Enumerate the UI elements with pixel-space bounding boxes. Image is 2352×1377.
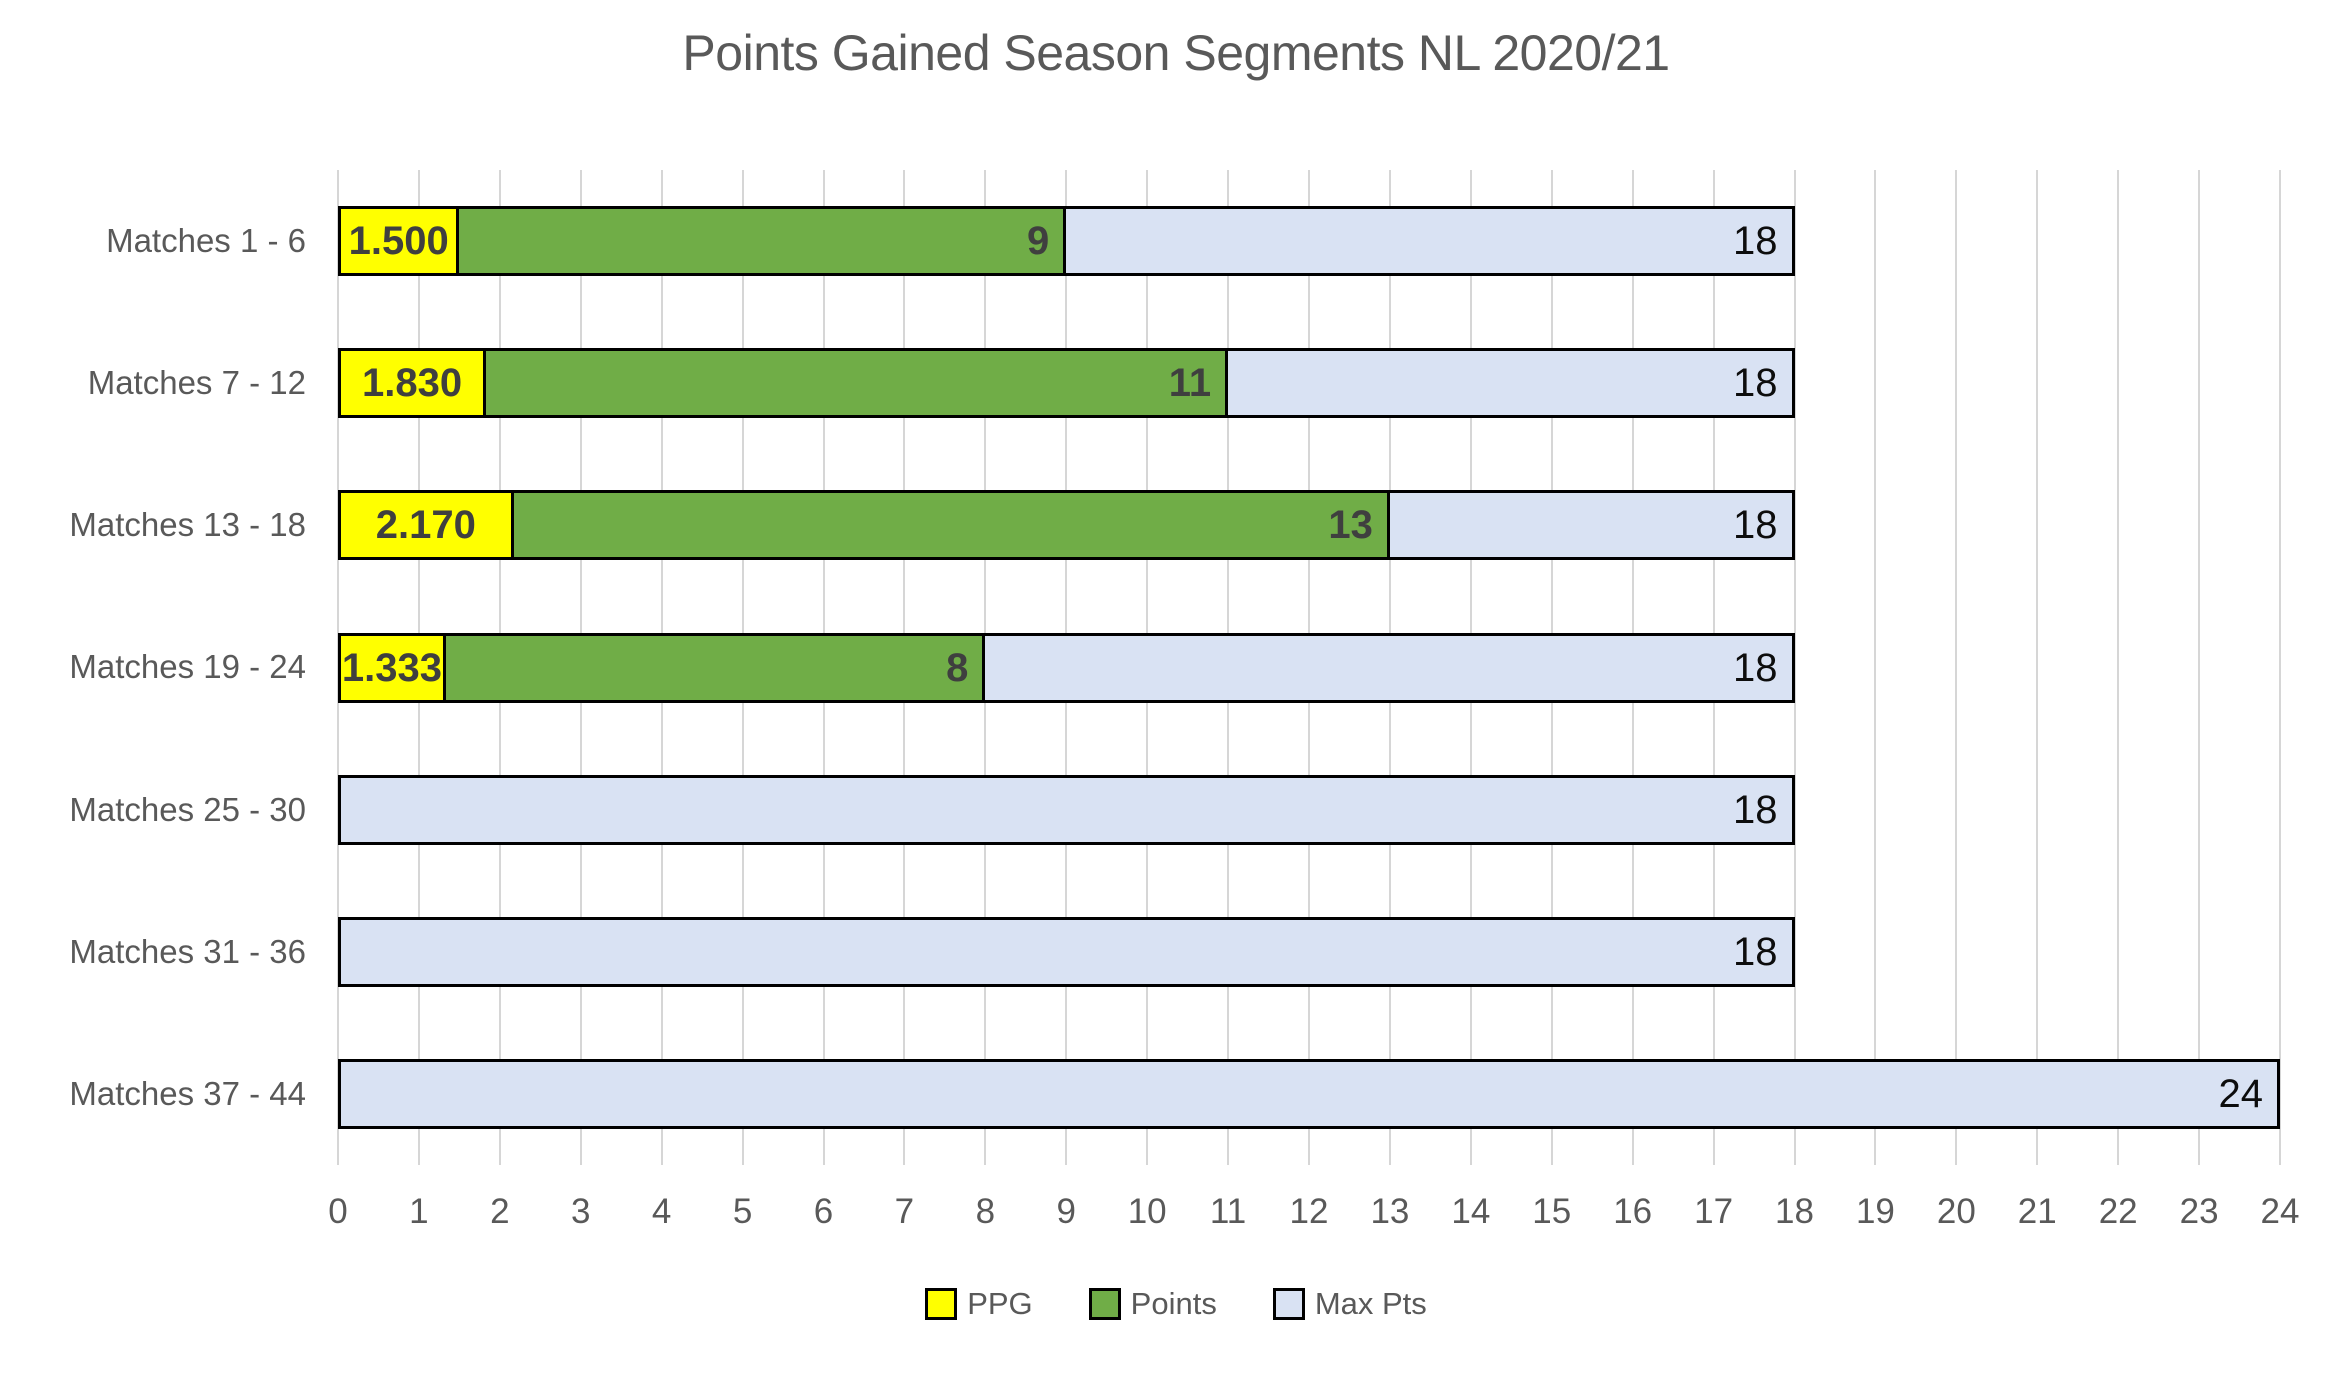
category-label-6: Matches 31 - 36 [69,932,306,970]
legend: PPG Points Max Pts [0,1286,2352,1322]
legend-swatch-icon [925,1288,958,1320]
legend-label: PPG [967,1286,1033,1321]
bar-value-label: 13 [1328,503,1373,547]
bar-points-row4: 8 [338,633,986,703]
bar-max-pts-row5: 18 [338,775,1795,845]
bar-value-label: 1.500 [348,219,449,263]
bar-value-label: 18 [1733,646,1778,690]
bar-value-label: 18 [1733,503,1778,547]
x-tick-label-19: 19 [1855,1192,1895,1231]
category-label-5: Matches 25 - 30 [69,790,306,828]
x-tick-label-0: 0 [328,1192,348,1231]
x-tick-label-13: 13 [1370,1192,1410,1231]
bar-ppg-row2: 1.830 [338,348,487,418]
x-tick-label-24: 24 [2260,1192,2300,1231]
bar-value-label: 2.170 [375,503,476,547]
legend-item-points: Points [1088,1286,1217,1322]
x-tick-label-23: 23 [2179,1192,2219,1231]
bar-value-label: 24 [2218,1072,2264,1116]
x-tick-label-8: 8 [975,1192,996,1231]
x-tick-label-12: 12 [1289,1192,1329,1231]
x-tick-label-15: 15 [1532,1192,1572,1231]
category-label-4: Matches 19 - 24 [69,648,306,686]
legend-label: Points [1130,1286,1217,1321]
x-tick-label-14: 14 [1451,1192,1491,1231]
bar-ppg-row4: 1.333 [338,633,446,703]
x-tick-label-2: 2 [490,1192,510,1231]
category-label-7: Matches 37 - 44 [69,1074,306,1112]
bar-points-row2: 11 [338,348,1229,418]
category-label-1: Matches 1 - 6 [106,222,306,260]
bar-value-label: 18 [1733,930,1778,974]
bar-value-label: 8 [946,646,969,690]
bar-ppg-row1: 1.500 [338,206,460,276]
x-tick-label-10: 10 [1127,1192,1167,1231]
x-tick-label-16: 16 [1613,1192,1653,1231]
x-tick-label-3: 3 [571,1192,591,1231]
chart-title: Points Gained Season Segments NL 2020/21 [682,25,1670,81]
bar-value-label: 18 [1733,788,1778,832]
bar-value-label: 18 [1733,361,1778,405]
x-tick-label-9: 9 [1056,1192,1076,1231]
bar-points-row1: 9 [338,206,1067,276]
plot-area: 18 9 1.500 18 11 1.830 18 13 2.170 18 8 1.333 18 18 24 [337,170,2281,1165]
x-tick-label-4: 4 [651,1192,672,1231]
bar-max-pts-row6: 18 [338,917,1795,987]
gridline-x19 [1874,170,1877,1165]
x-tick-label-5: 5 [732,1192,753,1231]
gridline-x22 [2117,170,2120,1165]
bar-value-label: 1.333 [341,646,442,690]
x-tick-label-1: 1 [409,1192,429,1231]
x-tick-label-22: 22 [2098,1192,2138,1231]
x-tick-label-7: 7 [894,1192,915,1231]
bar-ppg-row3: 2.170 [338,490,514,560]
legend-item-max-pts: Max Pts [1272,1286,1427,1322]
x-tick-label-20: 20 [1936,1192,1976,1231]
x-tick-label-6: 6 [813,1192,834,1231]
category-label-2: Matches 7 - 12 [87,364,306,402]
legend-swatch-icon [1088,1288,1121,1320]
x-tick-label-21: 21 [2017,1192,2057,1231]
gridline-x24 [2279,170,2281,1165]
x-tick-label-11: 11 [1209,1192,1247,1231]
legend-label: Max Pts [1314,1286,1427,1321]
bar-max-pts-row7: 24 [338,1059,2280,1129]
bar-value-label: 11 [1168,361,1212,405]
legend-item-ppg: PPG [925,1286,1033,1322]
gridline-x23 [2198,170,2201,1165]
bar-value-label: 1.830 [361,361,463,405]
x-tick-label-18: 18 [1775,1192,1814,1231]
x-tick-label-17: 17 [1694,1192,1734,1231]
gridline-x18 [1793,170,1796,1165]
bar-value-label: 9 [1027,219,1050,263]
category-label-3: Matches 13 - 18 [69,506,306,544]
legend-swatch-icon [1272,1288,1305,1320]
gridline-x20 [1955,170,1958,1165]
gridline-x21 [2036,170,2039,1165]
bar-value-label: 18 [1733,219,1778,263]
